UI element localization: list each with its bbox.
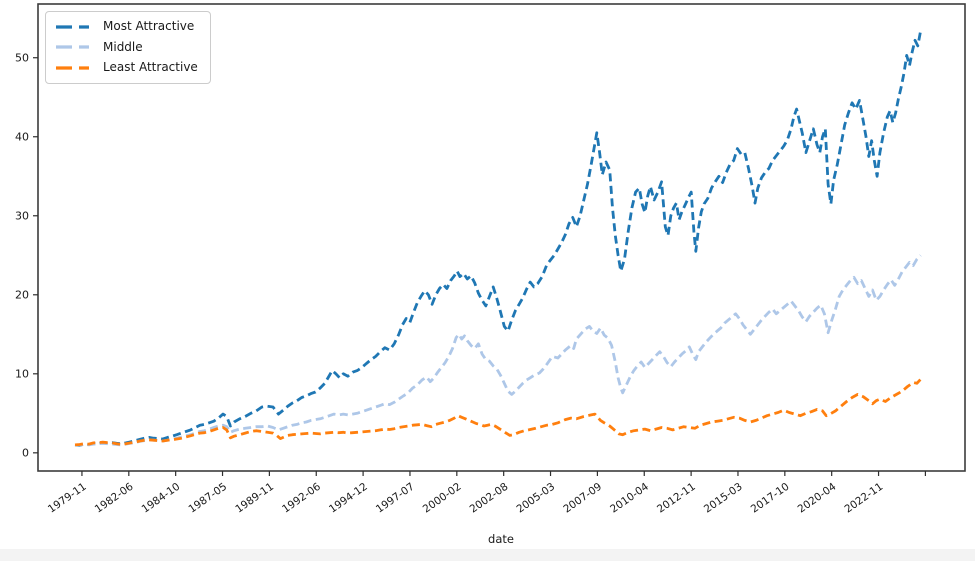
legend: Most Attractive Middle Least Attractive — [45, 11, 211, 84]
series-line-most-attractive — [74, 30, 922, 447]
y-tick-label: 20 — [15, 289, 29, 302]
y-tick-label: 40 — [15, 131, 29, 144]
series-line-middle — [75, 254, 922, 447]
legend-label: Least Attractive — [103, 60, 198, 75]
y-tick-label: 50 — [15, 52, 29, 65]
x-tick-label: 1997-07 — [374, 481, 417, 516]
x-tick-label: 2022-11 — [842, 481, 885, 516]
x-axis-title: date — [488, 532, 514, 546]
legend-item-middle: Middle — [56, 40, 198, 56]
x-tick-label: 2020-04 — [796, 480, 839, 515]
x-tick-label: 2002-08 — [468, 481, 511, 516]
legend-dash-sample-icon — [56, 45, 94, 49]
y-tick-label: 10 — [15, 368, 29, 381]
x-tick-label: 1987-05 — [186, 481, 229, 516]
x-tick-label: 2012-11 — [655, 481, 698, 516]
x-tick-label: 1992-06 — [280, 480, 323, 515]
x-tick-label: 1984-10 — [140, 481, 183, 516]
series-line-least-attractive — [74, 378, 922, 447]
series-layer — [74, 30, 922, 447]
legend-label: Most Attractive — [103, 19, 195, 33]
x-tick-label: 2000-02 — [421, 481, 464, 516]
x-tick-label: 2017-10 — [749, 481, 792, 516]
x-tick-label: 1994-12 — [327, 481, 370, 516]
x-tick-label: 2007-09 — [561, 481, 604, 516]
x-tick-label: 2015-03 — [702, 481, 745, 516]
x-tick-label: 1989-11 — [233, 481, 276, 516]
x-tick-label: 2010-04 — [608, 480, 651, 515]
y-tick-label: 0 — [22, 447, 29, 460]
legend-label: Middle — [103, 39, 143, 54]
legend-item-least-attractive: Least Attractive — [56, 60, 198, 76]
y-tick-label: 30 — [15, 210, 29, 223]
x-tick-label: 1982-06 — [93, 480, 136, 515]
legend-dash-sample-icon — [56, 25, 94, 29]
x-tick-label: 1979-11 — [46, 481, 89, 516]
x-tick-label: 2005-03 — [514, 481, 557, 516]
legend-item-most-attractive: Most Attractive — [56, 19, 198, 35]
plot-area-border — [37, 3, 966, 472]
legend-dash-sample-icon — [56, 66, 94, 70]
bottom-strip — [0, 549, 975, 561]
